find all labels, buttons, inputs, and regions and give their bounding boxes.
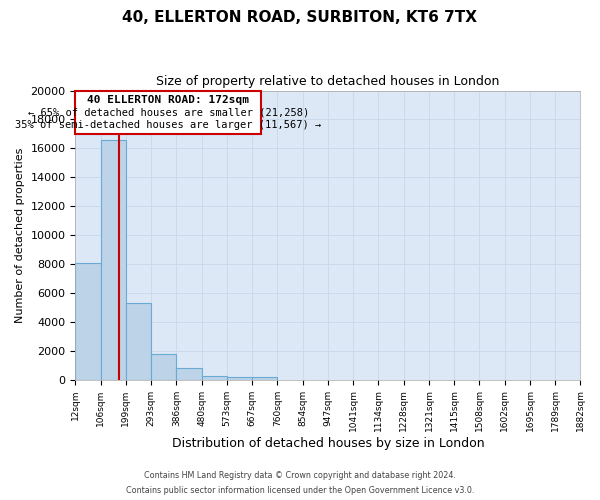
Bar xyxy=(76,262,101,380)
Bar xyxy=(151,354,176,380)
Text: Contains public sector information licensed under the Open Government Licence v3: Contains public sector information licen… xyxy=(126,486,474,495)
Bar xyxy=(101,140,126,380)
Title: Size of property relative to detached houses in London: Size of property relative to detached ho… xyxy=(156,75,500,88)
Y-axis label: Number of detached properties: Number of detached properties xyxy=(15,148,25,323)
Bar xyxy=(126,303,151,380)
Text: 35% of semi-detached houses are larger (11,567) →: 35% of semi-detached houses are larger (… xyxy=(15,120,322,130)
Bar xyxy=(202,376,227,380)
FancyBboxPatch shape xyxy=(76,90,261,134)
Bar xyxy=(227,376,253,380)
Bar xyxy=(253,376,277,380)
X-axis label: Distribution of detached houses by size in London: Distribution of detached houses by size … xyxy=(172,437,484,450)
Text: 40 ELLERTON ROAD: 172sqm: 40 ELLERTON ROAD: 172sqm xyxy=(88,95,250,105)
Text: ← 65% of detached houses are smaller (21,258): ← 65% of detached houses are smaller (21… xyxy=(28,107,309,117)
Text: Contains HM Land Registry data © Crown copyright and database right 2024.: Contains HM Land Registry data © Crown c… xyxy=(144,471,456,480)
Text: 40, ELLERTON ROAD, SURBITON, KT6 7TX: 40, ELLERTON ROAD, SURBITON, KT6 7TX xyxy=(122,10,478,25)
Bar xyxy=(176,368,202,380)
